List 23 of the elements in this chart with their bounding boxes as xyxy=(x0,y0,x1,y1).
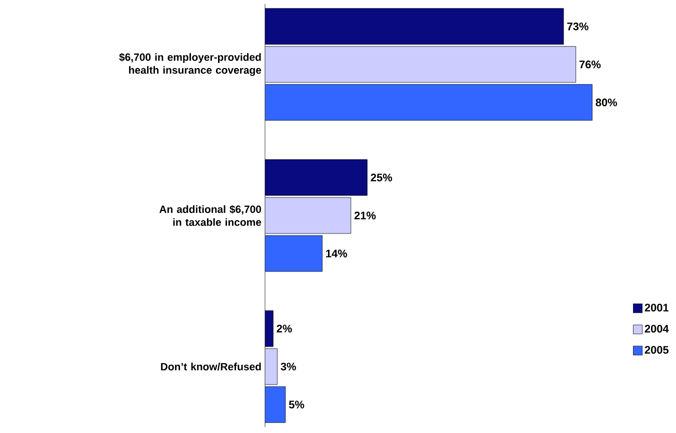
y-tick-label: $6,700 in employer-provided health insurance coverage xyxy=(119,52,262,76)
data-label: 5% xyxy=(288,400,304,408)
y-tick-label: Don’t know/Refused xyxy=(161,362,261,370)
legend-label: 2001 xyxy=(644,304,669,312)
bar xyxy=(265,197,352,234)
bar xyxy=(265,8,564,45)
bar xyxy=(265,348,278,385)
bar xyxy=(265,159,368,196)
data-label: 73% xyxy=(567,22,588,30)
data-label: 25% xyxy=(370,174,392,182)
legend-label: 2005 xyxy=(644,346,669,354)
bar xyxy=(265,235,322,272)
y-tick-label: An additional $6,700 in taxable income xyxy=(159,205,262,226)
data-label: 14% xyxy=(326,250,348,258)
data-label: 80% xyxy=(596,98,618,106)
data-label: 21% xyxy=(354,212,376,220)
data-label: 76% xyxy=(580,60,601,68)
bar xyxy=(265,46,576,83)
data-label: 3% xyxy=(280,362,296,370)
bar xyxy=(265,84,592,121)
data-label: 2% xyxy=(276,324,292,332)
bar xyxy=(265,386,286,423)
legend-label: 2004 xyxy=(644,324,669,333)
